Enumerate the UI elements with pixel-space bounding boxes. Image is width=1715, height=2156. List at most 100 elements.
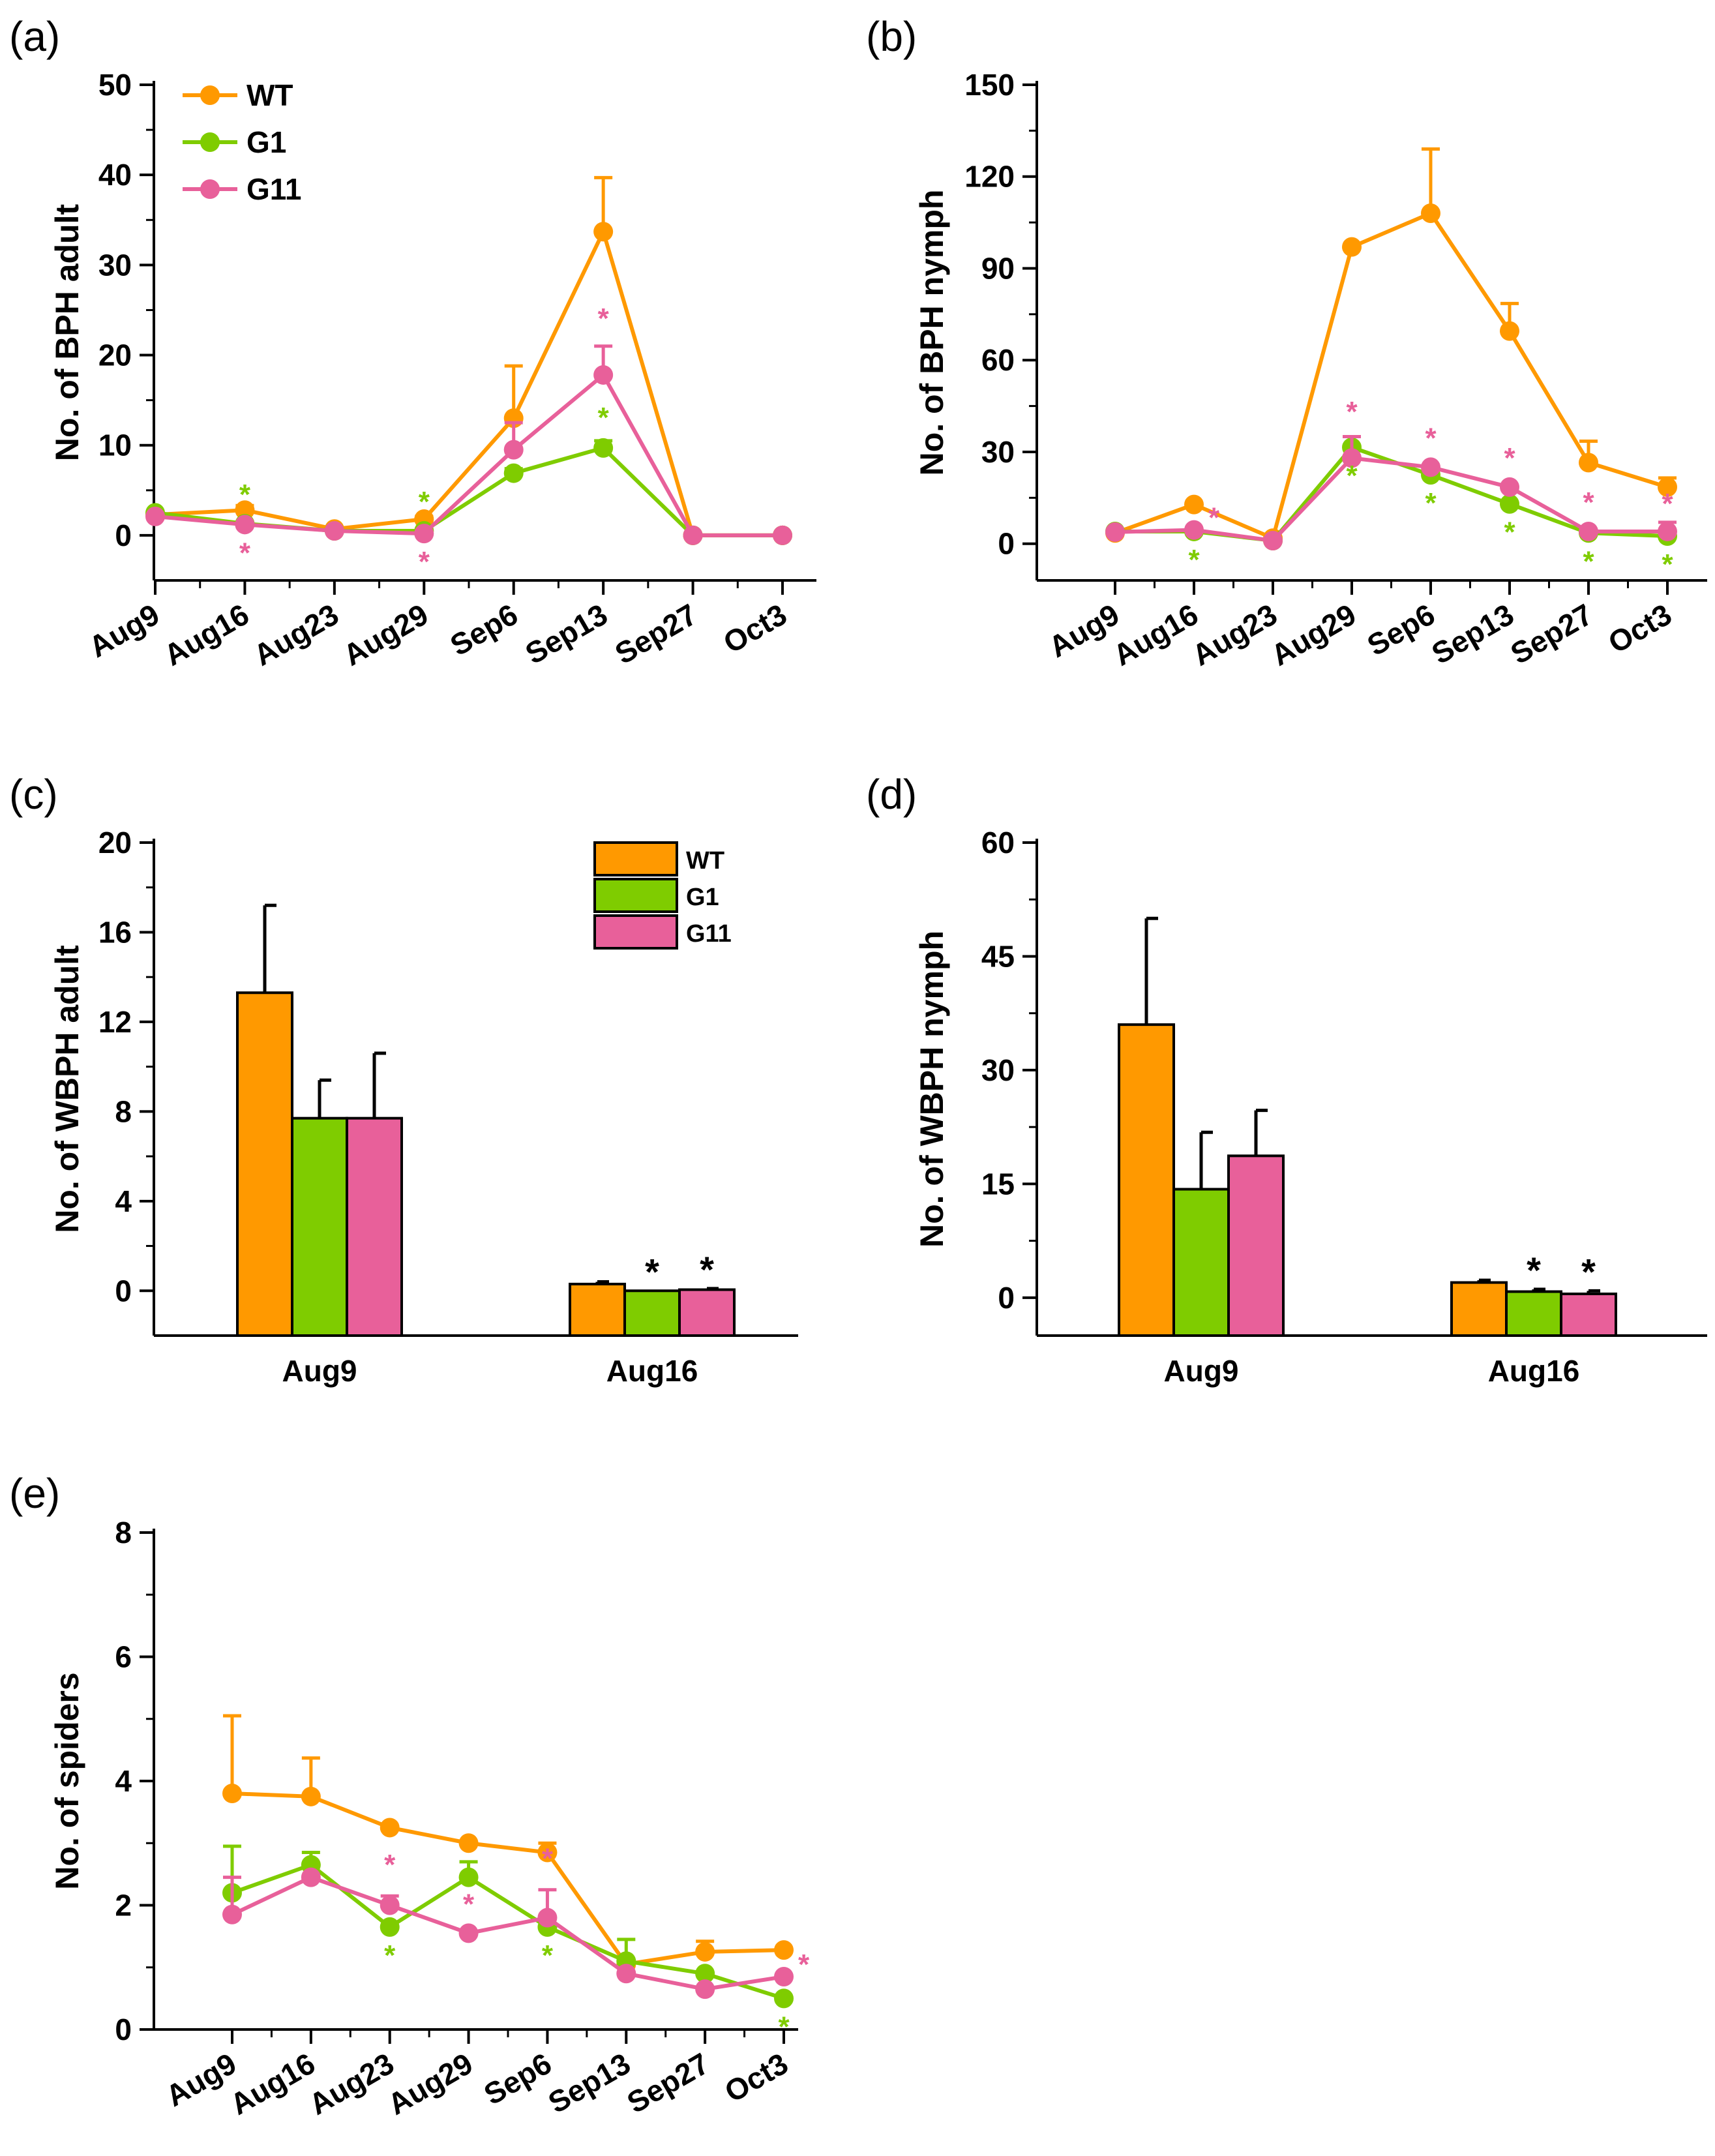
legend-label: WT xyxy=(686,847,724,875)
panel-e: (e) No. of spiders 0 2 4 6 8 Aug9Aug16Aug23Aug2… xyxy=(9,1470,810,2121)
data-point xyxy=(1579,521,1598,541)
y-tick-label: 8 xyxy=(115,1094,132,1128)
series-G11 xyxy=(1227,1109,1617,1338)
series-WT xyxy=(1118,916,1508,1337)
y-tick-label: 30 xyxy=(981,1053,1015,1087)
y-tick-label: 10 xyxy=(98,428,132,462)
significance-star: * xyxy=(542,1939,554,1971)
y-tick-label: 60 xyxy=(981,826,1015,860)
x-tick-label: Oct3 xyxy=(719,2046,794,2109)
y-tick-label: 12 xyxy=(98,1005,132,1039)
data-point xyxy=(458,1867,479,1887)
significance-star: * xyxy=(1346,460,1358,492)
data-point xyxy=(1500,477,1519,497)
x-tick-label: Aug9 xyxy=(160,2046,242,2114)
significance-star: * xyxy=(1504,517,1515,548)
x-tick-label: Aug29 xyxy=(1265,597,1362,672)
legend-marker xyxy=(200,179,220,199)
data-point xyxy=(695,1941,715,1962)
legend: WT G1 G11 xyxy=(183,78,301,206)
y-tick-label: 16 xyxy=(98,915,132,949)
y-tick-label: 40 xyxy=(98,158,132,192)
y-tick-label: 6 xyxy=(115,1640,132,1674)
data-point xyxy=(593,222,614,242)
x-tick-label: Aug29 xyxy=(338,597,434,672)
series-line xyxy=(155,226,783,537)
panel-d: (d) No. of WBPH nymph 0 15 30 45 60 Aug9 Aug16 * * xyxy=(866,771,1707,1388)
bar xyxy=(236,991,293,1337)
significance-star: * xyxy=(700,1249,714,1290)
y-tick-label: 30 xyxy=(98,248,132,282)
significance-star: * xyxy=(598,303,610,335)
x-tick-label: Sep27 xyxy=(621,2046,715,2120)
significance-star: * xyxy=(384,1939,396,1971)
y-tick-label: 45 xyxy=(981,939,1015,973)
x-tick-label: Sep13 xyxy=(520,597,613,671)
y-axis-label: No. of BPH adult xyxy=(49,203,85,461)
data-point xyxy=(593,438,614,458)
legend-label: G1 xyxy=(686,884,719,911)
x-tick-label: Sep27 xyxy=(1505,597,1598,671)
y-tick-label: 20 xyxy=(98,826,132,860)
data-point xyxy=(537,1908,558,1928)
data-point xyxy=(503,440,524,460)
series-WT xyxy=(222,1714,794,1974)
significance-star: * xyxy=(239,537,251,569)
significance-star: * xyxy=(1581,1251,1596,1292)
series-G11 xyxy=(1105,435,1677,551)
data-point xyxy=(695,1964,715,1984)
data-point xyxy=(1500,494,1519,514)
bar xyxy=(1227,1154,1285,1338)
significance-star: * xyxy=(1425,487,1437,519)
series-line xyxy=(231,1791,784,1967)
data-point xyxy=(1658,521,1677,541)
data-point xyxy=(235,515,255,535)
y-tick-label: 30 xyxy=(981,435,1015,469)
data-point xyxy=(145,506,165,526)
y-tick-label: 4 xyxy=(115,1764,132,1798)
data-point xyxy=(1579,453,1598,473)
x-tick-label: Sep6 xyxy=(1362,597,1440,663)
y-axis-label: No. of WBPH nymph xyxy=(914,931,950,1248)
series-line xyxy=(155,372,783,537)
data-point xyxy=(1421,203,1440,224)
x-tick-label: Aug9 xyxy=(1043,597,1125,665)
x-tick-label: Sep6 xyxy=(478,2046,557,2112)
series-G1 xyxy=(1172,1130,1562,1337)
bar xyxy=(1560,1293,1617,1337)
y-tick-label: 50 xyxy=(98,68,132,102)
data-point xyxy=(774,1940,794,1960)
bar xyxy=(1450,1281,1508,1337)
y-tick-label: 20 xyxy=(98,338,132,372)
y-tick-label: 120 xyxy=(964,160,1015,194)
bar xyxy=(1172,1188,1230,1337)
legend-label: G11 xyxy=(686,920,732,948)
legend-marker xyxy=(200,132,220,152)
significance-star: * xyxy=(1188,544,1200,576)
x-tick-label: Aug16 xyxy=(158,597,255,672)
data-point xyxy=(774,1988,794,2009)
y-tick-label: 15 xyxy=(981,1167,1015,1201)
data-point xyxy=(616,1964,636,1984)
x-tick-label: Oct3 xyxy=(1602,597,1677,660)
significance-star: * xyxy=(384,1849,396,1881)
data-point xyxy=(503,463,524,483)
data-point xyxy=(774,1967,794,1987)
y-tick-label: 0 xyxy=(998,1281,1015,1315)
y-tick-label: 90 xyxy=(981,251,1015,285)
significance-star: * xyxy=(598,402,610,434)
significance-star: * xyxy=(1527,1250,1541,1291)
significance-star: * xyxy=(1208,502,1220,534)
x-tick-label: Aug16 xyxy=(606,1354,698,1388)
significance-star: * xyxy=(645,1251,659,1292)
data-point xyxy=(593,365,614,385)
x-tick-label: Aug9 xyxy=(282,1354,357,1388)
y-tick-label: 0 xyxy=(115,2013,132,2046)
data-point xyxy=(1342,448,1362,468)
y-tick-label: 150 xyxy=(964,68,1015,102)
data-point xyxy=(458,1923,479,1943)
significance-star: * xyxy=(1662,548,1673,580)
panel-label: (b) xyxy=(866,13,917,60)
panel-label: (e) xyxy=(9,1470,60,1517)
significance-star: * xyxy=(1504,442,1515,474)
